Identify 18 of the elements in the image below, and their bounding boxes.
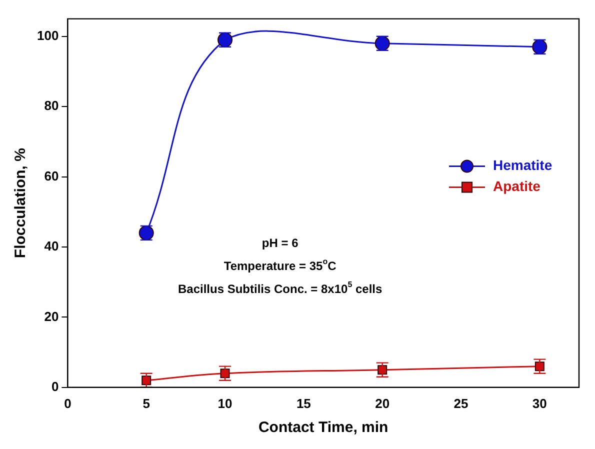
legend-label: Hematite	[493, 157, 552, 174]
x-tick-label: 25	[454, 396, 468, 411]
annotation: pH = 6	[262, 236, 299, 250]
x-tick-label: 10	[218, 396, 232, 411]
legend-label: Apatite	[493, 178, 541, 194]
y-tick-label: 20	[44, 308, 59, 324]
x-tick-label: 15	[296, 396, 311, 411]
x-axis-title: Contact Time, min	[258, 419, 388, 436]
x-tick-label: 20	[375, 396, 390, 411]
x-tick-label: 30	[532, 396, 547, 411]
y-tick-label: 40	[44, 238, 59, 254]
y-tick-label: 100	[36, 28, 59, 43]
y-axis-title: Flocculation, %	[12, 148, 30, 258]
x-tick-label: 0	[64, 396, 72, 411]
y-tick-label: 60	[44, 168, 59, 184]
y-tick-label: 0	[51, 378, 59, 394]
y-tick-label: 80	[44, 98, 59, 114]
x-tick-label: 5	[142, 396, 150, 411]
